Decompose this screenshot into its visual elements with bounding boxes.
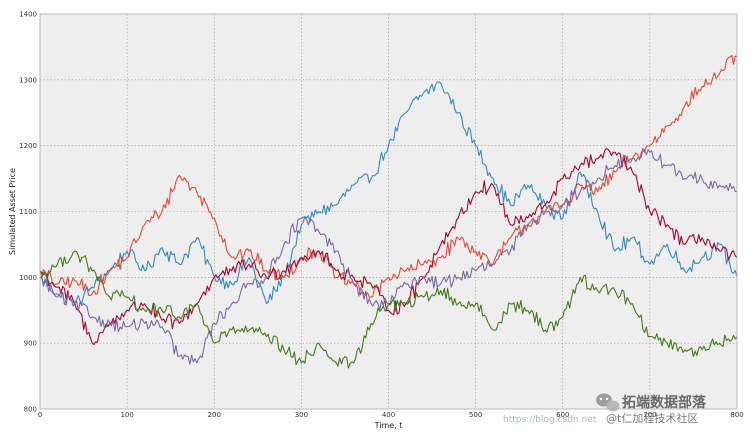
x-tick-label: 300 [295,411,308,419]
x-tick-label: 800 [730,411,743,419]
wechat-logo-icon [596,393,620,412]
x-tick-label: 600 [556,411,569,419]
x-tick-label: 400 [382,411,395,419]
x-tick-label: 200 [208,411,221,419]
y-axis-label: Simulated Asset Price [8,168,17,255]
series-lines [39,54,738,369]
series-line [40,81,738,307]
watermark: 拓端数据部落 @t仁加程技术社区 https://blog.csdn.net [503,393,707,425]
series-line [39,250,738,369]
y-tick-label: 900 [24,340,37,348]
watermark-sub-text: @t仁加程技术社区 [606,411,698,425]
y-tick-label: 1300 [19,76,37,84]
tick-labels: 0 100 200 300 400 500 600 700 800 800 900 1000 1100 1… [19,11,744,420]
x-tick-label: 100 [120,411,133,419]
y-tick-label: 800 [24,406,37,414]
x-tick-label: 700 [643,411,656,419]
y-tick-label: 1200 [19,142,37,150]
watermark-badge-text: 拓端数据部落 [622,394,707,411]
watermark-url-text: https://blog.csdn.net [503,415,597,425]
x-tick-label: 0 [38,411,42,419]
y-tick-label: 1400 [19,11,37,19]
y-tick-label: 1000 [19,274,37,282]
x-axis-label: Time, t [374,421,403,430]
x-tick-label: 500 [469,411,482,419]
y-tick-label: 1100 [19,208,37,216]
plot-frame [39,13,738,410]
